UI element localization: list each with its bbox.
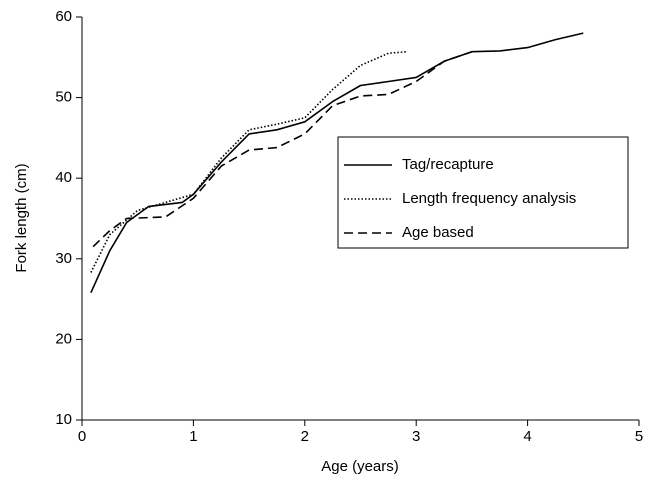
y-axis-label: Fork length (cm): [13, 163, 30, 272]
x-tick-label: 2: [301, 428, 309, 445]
legend-label: Length frequency analysis: [402, 190, 576, 207]
y-tick-label: 30: [55, 250, 72, 267]
x-tick-label: 0: [78, 428, 86, 445]
x-tick-label: 4: [523, 428, 531, 445]
series-line: [90, 32, 584, 294]
x-axis-label: Age (years): [321, 458, 399, 475]
legend-label: Age based: [402, 224, 474, 241]
y-tick-label: 10: [55, 411, 72, 428]
y-tick-label: 40: [55, 169, 72, 186]
series-line: [92, 50, 473, 248]
x-tick-label: 1: [189, 428, 197, 445]
y-tick-label: 50: [55, 89, 72, 106]
y-tick-label: 20: [55, 330, 72, 347]
x-tick-label: 3: [412, 428, 420, 445]
legend-label: Tag/recapture: [402, 156, 494, 173]
legend-box: [337, 136, 629, 249]
y-tick-label: 60: [55, 8, 72, 25]
x-tick-label: 5: [635, 428, 643, 445]
